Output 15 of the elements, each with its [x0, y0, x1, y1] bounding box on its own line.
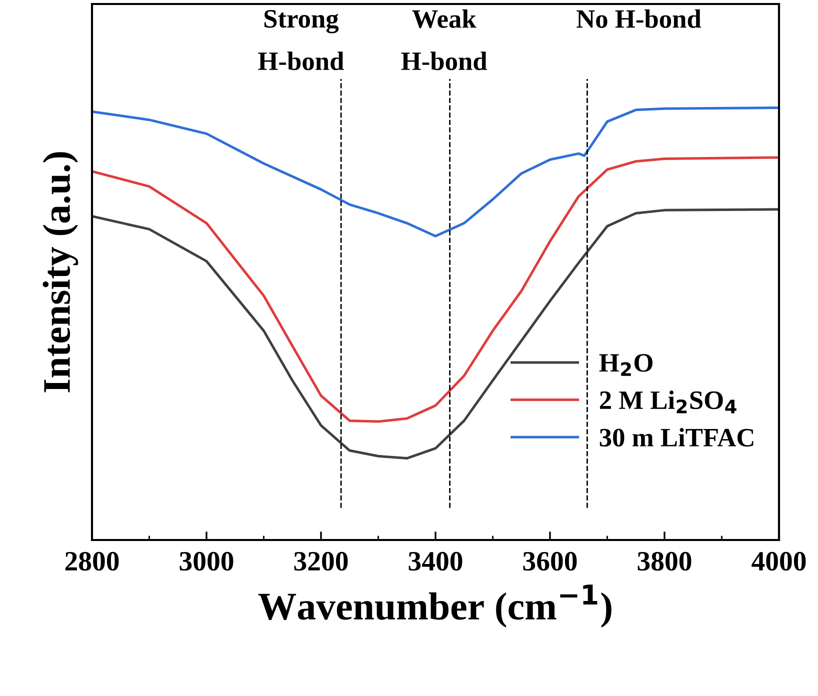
y-axis-title: Intensity (a.u.) [42, 152, 78, 392]
x-axis-title: Wavenumber (cm$^{−1}$) [258, 584, 612, 628]
ref-line-label: No H-bond [576, 9, 702, 28]
x-tick-label: 3600 [523, 552, 577, 571]
x-tick-label: 3400 [408, 552, 462, 571]
ref-line-label: Weak H-bond [401, 9, 488, 70]
x-tick-label: 4000 [752, 552, 806, 571]
legend-label: 2 M Li$_{2}$SO$_{4}$ [600, 390, 736, 414]
x-tick-label: 3800 [638, 552, 692, 571]
ref-line-label: Strong H-bond [258, 10, 344, 70]
legend-label: 30 m LiTFAC [600, 428, 754, 447]
legend-label: H$_{2}$O [599, 354, 652, 376]
x-tick-label: 3000 [180, 552, 234, 571]
x-tick-label: 2800 [65, 552, 119, 571]
x-tick-label: 3200 [294, 552, 348, 571]
